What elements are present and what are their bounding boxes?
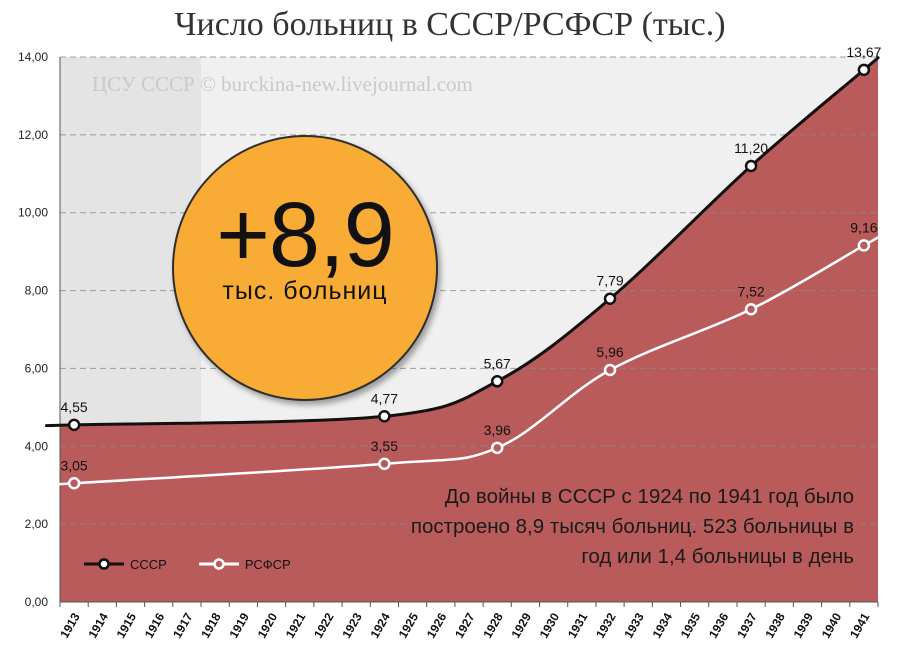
x-tick-label: 1939 bbox=[791, 610, 817, 640]
annotation-note: До войны в СССР с 1924 по 1941 год было … bbox=[410, 485, 854, 568]
x-tick-label: 1914 bbox=[85, 610, 111, 640]
ussr-data-label: 4,77 bbox=[371, 390, 398, 406]
rsfsr-marker bbox=[603, 363, 617, 377]
x-tick-label: 1928 bbox=[480, 610, 506, 640]
source-credit: ЦСУ СССР © burckina-new.livejournal.com bbox=[92, 72, 473, 96]
rsfsr-data-label: 7,52 bbox=[737, 283, 764, 299]
legend-rsfsr-label: РСФСР bbox=[244, 556, 291, 572]
x-tick-label: 1932 bbox=[593, 610, 619, 640]
legend-ussr-label: СССР bbox=[130, 556, 167, 572]
x-tick-label: 1919 bbox=[226, 610, 252, 640]
x-tick-label: 1921 bbox=[283, 610, 309, 640]
ussr-marker bbox=[603, 292, 617, 305]
rsfsr-marker bbox=[857, 239, 871, 252]
ussr-marker bbox=[744, 159, 758, 173]
x-tick-label: 1913 bbox=[57, 610, 83, 640]
x-tick-label: 1917 bbox=[170, 610, 196, 640]
x-tick-label: 1940 bbox=[819, 610, 845, 640]
highlight-badge: +8,9 тыс. больниц bbox=[172, 135, 438, 401]
rsfsr-data-label: 3,05 bbox=[60, 457, 87, 473]
rsfsr-marker bbox=[67, 477, 81, 490]
x-tick-label: 1915 bbox=[114, 610, 140, 640]
x-tick-label: 1930 bbox=[537, 610, 563, 640]
x-tick-label: 1922 bbox=[311, 610, 337, 640]
x-tick-label: 1923 bbox=[339, 610, 365, 640]
x-tick-label: 1941 bbox=[847, 610, 873, 640]
ussr-data-label: 11,20 bbox=[734, 140, 768, 156]
rsfsr-data-label: 5,96 bbox=[596, 344, 623, 360]
rsfsr-marker bbox=[490, 441, 504, 455]
ussr-line bbox=[44, 56, 880, 428]
x-tick-label: 1916 bbox=[142, 610, 168, 640]
legend-item-ussr: СССР bbox=[82, 556, 167, 572]
rsfsr-marker bbox=[744, 303, 758, 316]
ussr-area bbox=[46, 57, 879, 603]
x-tick-label: 1931 bbox=[565, 610, 591, 640]
chart-title: Число больниц в СССР/РСФСР (тыс.) bbox=[174, 6, 726, 43]
rsfsr-marker bbox=[378, 457, 391, 471]
ussr-marker bbox=[67, 418, 81, 432]
rsfsr-data-label: 3,55 bbox=[371, 438, 398, 454]
badge-unit: тыс. больниц bbox=[222, 277, 388, 305]
x-tick-label: 1936 bbox=[706, 610, 732, 640]
x-tick-label: 1935 bbox=[678, 610, 704, 640]
x-tick-label: 1918 bbox=[198, 610, 224, 640]
ussr-data-label: 5,67 bbox=[484, 355, 511, 371]
y-tick-label: 14,00 bbox=[18, 50, 48, 64]
ussr-data-label: 4,55 bbox=[60, 399, 87, 415]
y-tick-label: 4,00 bbox=[25, 439, 49, 453]
rsfsr-data-label: 3,96 bbox=[484, 422, 511, 438]
y-tick-label: 12,00 bbox=[18, 128, 48, 142]
x-tick-label: 1925 bbox=[396, 610, 422, 640]
rsfsr-line bbox=[45, 236, 880, 487]
legend-item-rsfsr: РСФСР bbox=[197, 556, 291, 572]
y-tick-label: 0,00 bbox=[25, 595, 49, 609]
legend-ussr-swatch bbox=[84, 558, 124, 570]
x-tick-label: 1926 bbox=[424, 610, 450, 640]
x-tick-label: 1927 bbox=[452, 610, 478, 640]
badge-value: +8,9 bbox=[216, 184, 395, 286]
y-tick-label: 2,00 bbox=[25, 517, 49, 531]
ussr-data-label: 13,67 bbox=[846, 44, 881, 60]
rsfsr-data-label: 9,16 bbox=[850, 219, 877, 235]
ussr-marker bbox=[378, 410, 391, 423]
ussr-data-label: 7,79 bbox=[596, 273, 623, 289]
y-tick-label: 10,00 bbox=[18, 206, 48, 220]
x-tick-label: 1920 bbox=[255, 610, 281, 640]
x-tick-label: 1933 bbox=[621, 610, 647, 640]
x-tick-label: 1929 bbox=[509, 610, 535, 640]
legend-rsfsr-swatch bbox=[198, 558, 239, 570]
x-tick-label: 1934 bbox=[650, 610, 676, 640]
y-tick-label: 6,00 bbox=[25, 361, 49, 375]
x-tick-label: 1938 bbox=[762, 610, 788, 640]
ussr-marker bbox=[490, 375, 504, 388]
legend: СССР РСФСР bbox=[82, 552, 321, 576]
x-tick-label: 1937 bbox=[734, 610, 760, 640]
y-tick-label: 8,00 bbox=[25, 284, 49, 298]
ussr-marker bbox=[857, 63, 871, 77]
x-tick-label: 1924 bbox=[368, 610, 394, 640]
